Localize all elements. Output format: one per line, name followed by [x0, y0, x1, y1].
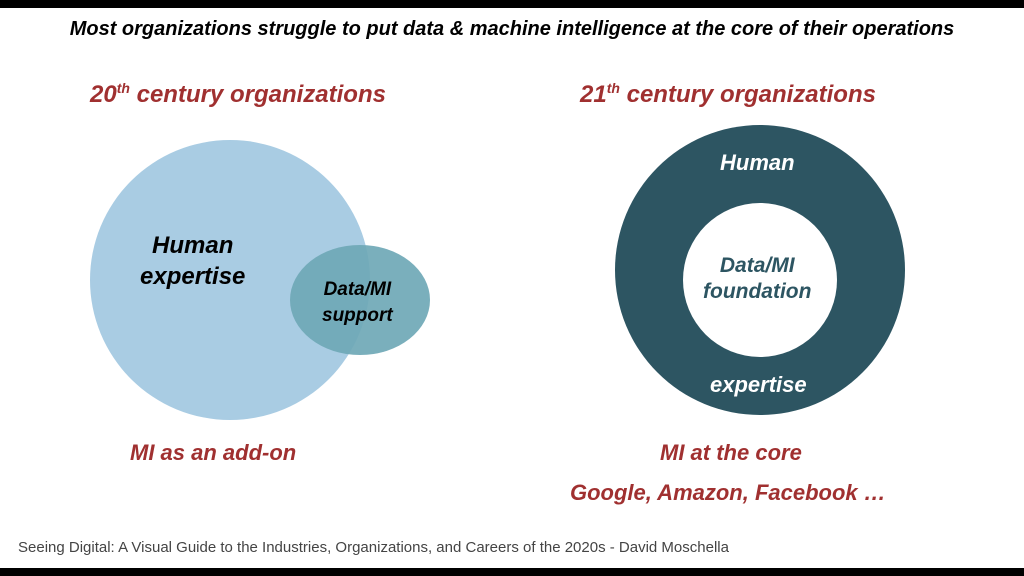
- left-heading-prefix: 20: [90, 81, 117, 108]
- left-column-heading: 20th century organizations: [90, 80, 386, 109]
- right-outer-label-bottom: expertise: [710, 372, 807, 398]
- left-caption: MI as an add-on: [130, 440, 296, 466]
- top-border-bar: [0, 0, 1024, 8]
- right-caption-2: Google, Amazon, Facebook …: [570, 480, 886, 506]
- page-title: Most organizations struggle to put data …: [0, 18, 1024, 41]
- right-heading-sup: th: [607, 80, 620, 96]
- left-big-circle-label: Human expertise: [140, 230, 245, 292]
- left-big-line2: expertise: [140, 263, 245, 290]
- right-heading-suffix: century organizations: [620, 81, 876, 108]
- right-caption-1: MI at the core: [660, 440, 802, 466]
- right-center-label: Data/MI foundation: [703, 253, 811, 306]
- left-small-ellipse-label: Data/MI support: [322, 277, 393, 328]
- left-small-line2: support: [322, 305, 393, 326]
- left-big-line1: Human: [152, 232, 233, 259]
- right-center-line2: foundation: [703, 280, 811, 303]
- left-heading-sup: th: [117, 80, 130, 96]
- left-small-line1: Data/MI: [324, 279, 392, 300]
- right-heading-prefix: 21: [580, 81, 607, 108]
- bottom-border-bar: [0, 568, 1024, 576]
- citation-text: Seeing Digital: A Visual Guide to the In…: [18, 539, 729, 556]
- right-outer-label-top: Human: [720, 150, 795, 176]
- left-heading-suffix: century organizations: [130, 81, 386, 108]
- right-column-heading: 21th century organizations: [580, 80, 876, 109]
- right-center-line1: Data/MI: [720, 254, 795, 277]
